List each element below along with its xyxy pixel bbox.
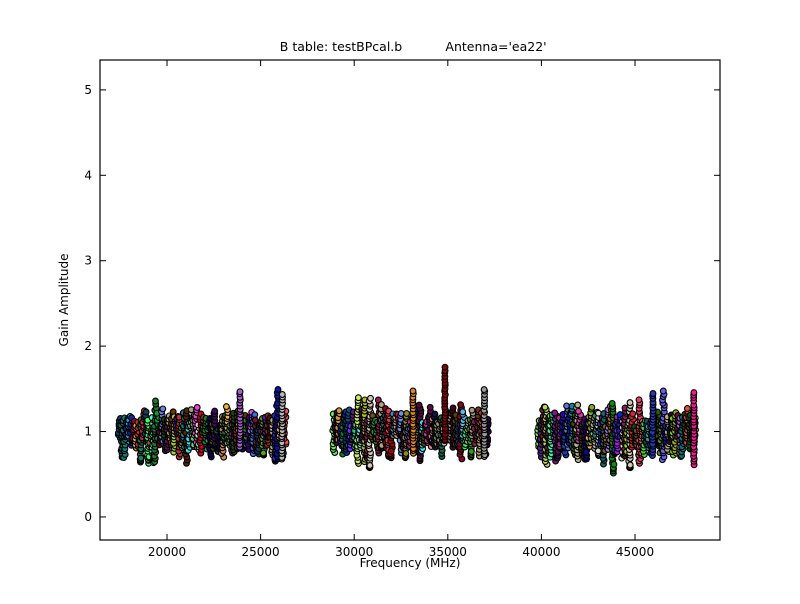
scatter-point bbox=[608, 399, 616, 407]
y-tick-label: 4 bbox=[84, 168, 92, 182]
axes-spines bbox=[99, 59, 721, 541]
scatter-point bbox=[574, 401, 582, 409]
scatter-point bbox=[335, 407, 343, 415]
y-tick-label: 1 bbox=[84, 425, 92, 439]
x-tick-label: 35000 bbox=[429, 545, 467, 559]
scatter-point bbox=[409, 387, 417, 395]
scatter-point bbox=[635, 396, 643, 404]
y-axis-label: Gain Amplitude bbox=[57, 254, 71, 347]
scatter-point bbox=[575, 407, 582, 415]
scatter-point bbox=[649, 390, 657, 397]
scatter-point bbox=[431, 410, 439, 418]
scatter-point bbox=[366, 462, 374, 469]
scatter-point bbox=[610, 460, 618, 468]
scatter-point bbox=[594, 447, 602, 455]
scatter-points bbox=[114, 363, 699, 477]
scatter-point bbox=[236, 388, 244, 396]
scatter-point bbox=[459, 408, 467, 416]
scatter-point bbox=[274, 386, 282, 393]
x-tick-label: 30000 bbox=[335, 545, 373, 559]
scatter-point bbox=[588, 403, 596, 411]
scatter-point bbox=[551, 409, 559, 417]
scatter-point bbox=[278, 391, 286, 398]
scatter-point bbox=[468, 406, 476, 414]
scatter-point bbox=[137, 454, 145, 462]
scatter-point bbox=[403, 410, 411, 417]
scatter-point bbox=[467, 448, 475, 455]
scatter-point bbox=[387, 447, 395, 455]
y-tick-label: 3 bbox=[84, 254, 92, 268]
scatter-point bbox=[449, 404, 457, 412]
scatter-point bbox=[480, 386, 488, 394]
scatter-point bbox=[193, 404, 201, 411]
scatter-point bbox=[629, 410, 637, 418]
scatter-point bbox=[367, 394, 374, 402]
scatter-point bbox=[659, 387, 667, 395]
scatter-point bbox=[152, 397, 159, 405]
scatter-point bbox=[377, 401, 385, 409]
x-axis-label: Frequency (MHz) bbox=[360, 556, 461, 570]
x-tick-label: 20000 bbox=[148, 545, 186, 559]
x-tick-label: 25000 bbox=[242, 545, 280, 559]
axes-frame: 20000 25000 30000 35000 40000 45000 0 1 2 3 4 5 bbox=[84, 59, 721, 559]
scatter-point bbox=[402, 450, 410, 457]
scatter-point bbox=[582, 448, 590, 456]
scatter-point bbox=[563, 402, 571, 410]
x-tick-label: 45000 bbox=[616, 545, 654, 559]
scatter-point bbox=[441, 363, 449, 371]
scatter-point bbox=[426, 403, 434, 411]
scatter-point bbox=[159, 405, 167, 413]
scatter-point bbox=[259, 449, 267, 457]
scatter-point bbox=[626, 399, 634, 407]
scatter-point bbox=[626, 461, 634, 469]
scatter-point bbox=[457, 401, 465, 409]
plot-title-antenna: Antenna='ea22' bbox=[445, 39, 546, 54]
scatter-point bbox=[541, 403, 549, 411]
plot-title-table: B table: testBPcal.b bbox=[280, 39, 402, 54]
scatter-point bbox=[415, 401, 423, 409]
scatter-point bbox=[251, 416, 259, 424]
y-tick-label: 0 bbox=[84, 510, 92, 524]
scatter-point bbox=[354, 394, 362, 402]
scatter-point bbox=[374, 396, 382, 404]
y-tick-label: 2 bbox=[84, 339, 92, 353]
scatter-point bbox=[690, 389, 698, 397]
x-tick-label: 40000 bbox=[522, 545, 560, 559]
scatter-point bbox=[211, 407, 219, 415]
y-tick-label: 5 bbox=[84, 83, 92, 97]
scatter-point bbox=[683, 405, 691, 412]
scatter-point bbox=[222, 403, 230, 411]
scatter-point bbox=[142, 408, 150, 416]
